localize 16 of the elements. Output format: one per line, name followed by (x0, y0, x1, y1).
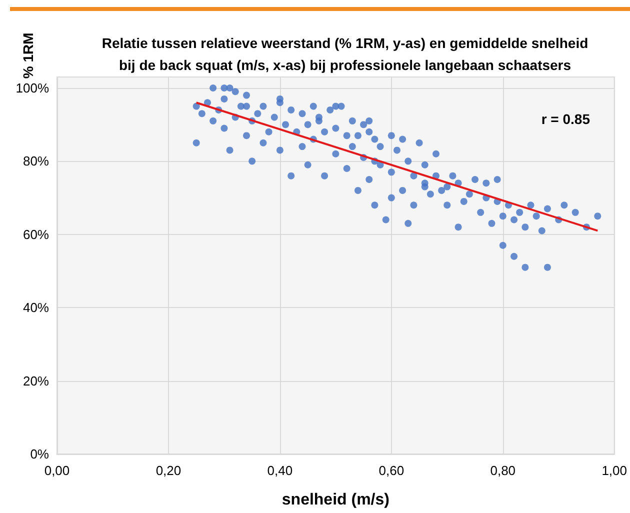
y-tick-label: 80% (22, 154, 50, 169)
x-tick-label: 0,20 (156, 463, 182, 478)
y-tick-label: 40% (22, 300, 50, 316)
y-tick-label: 100% (16, 80, 50, 96)
y-tick-label: 0% (30, 446, 50, 462)
x-tick-label: 0,40 (267, 463, 293, 478)
y-axis-title: % 1RM (20, 32, 36, 79)
x-tick-label: 1,00 (602, 463, 628, 478)
x-axis-title: snelheid (m/s) (282, 492, 390, 508)
annotation: r = 0.85 (541, 111, 590, 127)
x-tick-label: 0,00 (44, 463, 70, 478)
chart-title: Relatie tussen relatieve weerstand (% 1RM, y-as) en gemiddelde snelheid bij de back squat (m/s, x-as) bij professionele langebaan schaatsers (102, 35, 588, 73)
x-tick-label: 0,60 (378, 463, 404, 478)
y-tick-label: 20% (22, 373, 50, 388)
y-tick-label: 60% (22, 226, 50, 242)
x-tick-label: 0,80 (490, 463, 516, 478)
